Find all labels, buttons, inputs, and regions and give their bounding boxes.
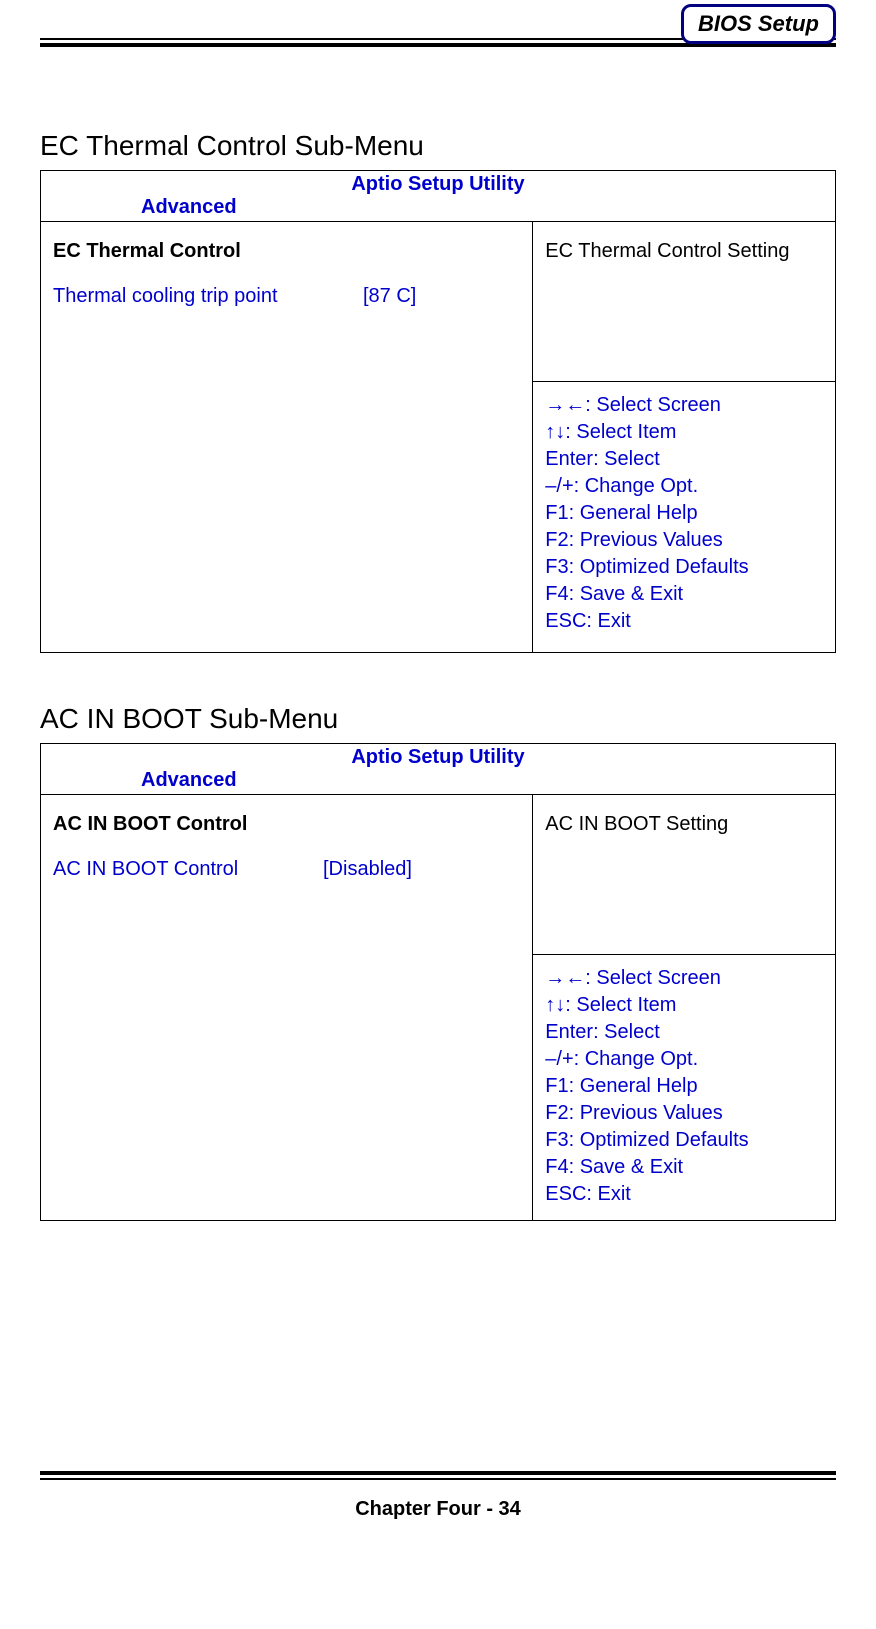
footer-text: Chapter Four - 34 <box>40 1498 836 1521</box>
section-title-ec-thermal: EC Thermal Control Sub-Menu <box>40 130 836 162</box>
control-title: EC Thermal Control <box>53 240 520 263</box>
page: BIOS Setup EC Thermal Control Sub-Menu A… <box>0 0 876 1551</box>
nav-line: F3: Optimized Defaults <box>545 554 823 581</box>
option-ac-in-boot-control[interactable]: AC IN BOOT Control [Disabled] <box>53 858 520 881</box>
page-footer: Chapter Four - 34 <box>40 1471 836 1521</box>
footer-rule-thin <box>40 1478 836 1480</box>
option-value: [87 C] <box>363 285 416 308</box>
bios-body: EC Thermal Control Thermal cooling trip … <box>41 222 835 652</box>
nav-line: F2: Previous Values <box>545 1100 823 1127</box>
bios-box-ac-in-boot: Aptio Setup Utility Advanced AC IN BOOT … <box>40 743 836 1221</box>
bios-header: Aptio Setup Utility <box>41 744 835 769</box>
nav-line: F2: Previous Values <box>545 527 823 554</box>
nav-line: ↑↓: Select Item <box>545 992 823 1019</box>
help-text: EC Thermal Control Setting <box>533 222 835 382</box>
option-label: Thermal cooling trip point <box>53 285 363 308</box>
bios-right-pane: EC Thermal Control Setting →←: Select Sc… <box>533 222 835 652</box>
bios-body: AC IN BOOT Control AC IN BOOT Control [D… <box>41 795 835 1220</box>
nav-line: →←: Select Screen <box>545 392 823 419</box>
bios-left-pane: EC Thermal Control Thermal cooling trip … <box>41 222 533 652</box>
section-title-ac-in-boot: AC IN BOOT Sub-Menu <box>40 703 836 735</box>
nav-line: –/+: Change Opt. <box>545 1046 823 1073</box>
bios-left-pane: AC IN BOOT Control AC IN BOOT Control [D… <box>41 795 533 1220</box>
footer-rule-thick <box>40 1471 836 1475</box>
nav-line: F4: Save & Exit <box>545 1154 823 1181</box>
nav-line: ↑↓: Select Item <box>545 419 823 446</box>
nav-line: F1: General Help <box>545 500 823 527</box>
nav-line: F4: Save & Exit <box>545 581 823 608</box>
utility-title: Aptio Setup Utility <box>41 173 835 196</box>
option-thermal-trip-point[interactable]: Thermal cooling trip point [87 C] <box>53 285 520 308</box>
nav-line: →←: Select Screen <box>545 965 823 992</box>
option-value: [Disabled] <box>323 858 412 881</box>
nav-line: Enter: Select <box>545 446 823 473</box>
nav-help: →←: Select Screen ↑↓: Select Item Enter:… <box>533 955 835 1220</box>
bios-header: Aptio Setup Utility <box>41 171 835 196</box>
nav-line: –/+: Change Opt. <box>545 473 823 500</box>
bios-setup-badge: BIOS Setup <box>681 4 836 44</box>
bios-right-pane: AC IN BOOT Setting →←: Select Screen ↑↓:… <box>533 795 835 1220</box>
nav-line: F3: Optimized Defaults <box>545 1127 823 1154</box>
tab-advanced[interactable]: Advanced <box>41 196 835 222</box>
tab-advanced[interactable]: Advanced <box>41 769 835 795</box>
option-label: AC IN BOOT Control <box>53 858 323 881</box>
control-title: AC IN BOOT Control <box>53 813 520 836</box>
utility-title: Aptio Setup Utility <box>41 746 835 769</box>
nav-line: ESC: Exit <box>545 1181 823 1208</box>
nav-line: ESC: Exit <box>545 608 823 635</box>
nav-help: →←: Select Screen ↑↓: Select Item Enter:… <box>533 382 835 647</box>
nav-line: F1: General Help <box>545 1073 823 1100</box>
help-text: AC IN BOOT Setting <box>533 795 835 955</box>
nav-line: Enter: Select <box>545 1019 823 1046</box>
page-header: BIOS Setup <box>40 0 836 70</box>
bios-box-ec-thermal: Aptio Setup Utility Advanced EC Thermal … <box>40 170 836 653</box>
